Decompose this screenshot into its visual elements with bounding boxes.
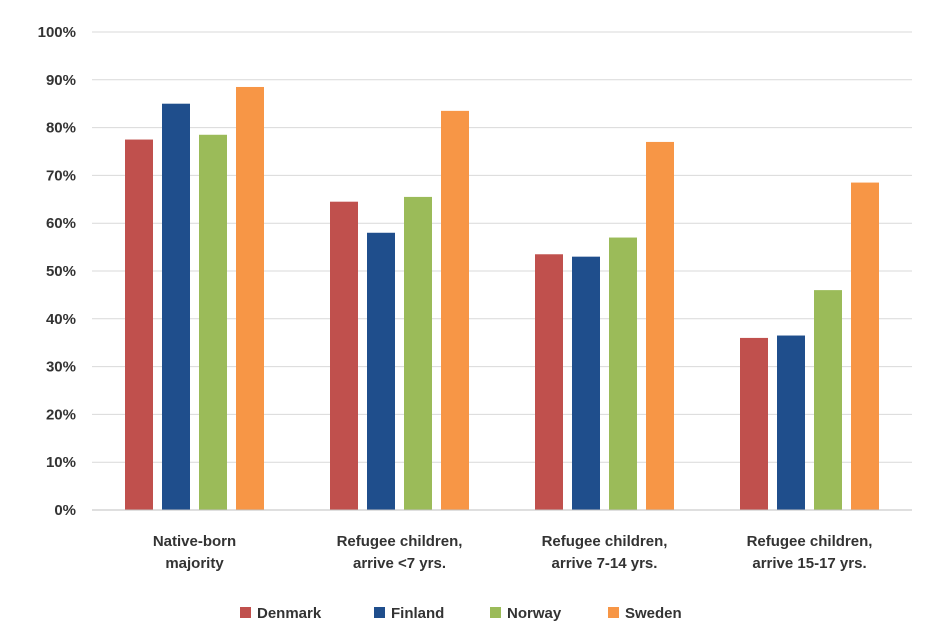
bar-sweden-0 xyxy=(236,86,264,510)
legend: Denmark Finland Norway Sweden xyxy=(240,605,682,622)
y-tick-label: 40% xyxy=(46,311,76,328)
y-tick-label: 0% xyxy=(54,502,76,519)
x-axis-categories: Native-born majority Refugee children, arri… xyxy=(153,533,873,572)
x-category-label: arrive <7 yrs. xyxy=(353,555,446,572)
bars xyxy=(125,86,879,511)
legend-label-norway: Norway xyxy=(507,605,562,622)
y-tick-label: 10% xyxy=(46,454,76,471)
bar-sweden-2 xyxy=(646,141,674,510)
legend-swatch-finland xyxy=(374,607,385,618)
legend-swatch-norway xyxy=(490,607,501,618)
y-tick-label: 100% xyxy=(38,24,76,41)
y-tick-label: 30% xyxy=(46,359,76,376)
bar-sweden-3 xyxy=(851,182,879,510)
legend-swatch-denmark xyxy=(240,607,251,618)
bar-denmark-2 xyxy=(535,254,563,510)
bar-norway-0 xyxy=(199,134,227,510)
y-tick-label: 80% xyxy=(46,120,76,137)
x-category-label: arrive 7-14 yrs. xyxy=(552,555,658,572)
legend-label-finland: Finland xyxy=(391,605,444,622)
bar-finland-0 xyxy=(162,103,190,510)
x-category-label: Refugee children, xyxy=(542,533,668,550)
x-category-label: Native-born xyxy=(153,533,236,550)
x-category-label: Refugee children, xyxy=(747,533,873,550)
bar-sweden-1 xyxy=(441,110,469,511)
legend-swatch-sweden xyxy=(608,607,619,618)
bar-norway-1 xyxy=(404,196,432,510)
bar-finland-1 xyxy=(367,232,395,510)
bar-norway-3 xyxy=(814,290,842,510)
bar-norway-2 xyxy=(609,237,637,511)
gridlines xyxy=(92,31,912,463)
bar-finland-3 xyxy=(777,335,805,510)
y-tick-label: 20% xyxy=(46,406,76,423)
y-tick-label: 60% xyxy=(46,215,76,232)
y-tick-label: 90% xyxy=(46,72,76,89)
y-tick-label: 70% xyxy=(46,167,76,184)
y-tick-label: 50% xyxy=(46,263,76,280)
y-axis-ticks: 0% 10% 20% 30% 40% 50% 60% 70% 80% 90% 100% xyxy=(38,24,76,519)
legend-label-sweden: Sweden xyxy=(625,605,682,622)
bar-denmark-3 xyxy=(740,337,768,510)
bar-finland-2 xyxy=(572,256,600,510)
x-category-label: arrive 15-17 yrs. xyxy=(752,555,866,572)
bar-denmark-1 xyxy=(330,201,358,510)
bar-denmark-0 xyxy=(125,139,153,511)
x-category-label: Refugee children, xyxy=(337,533,463,550)
legend-label-denmark: Denmark xyxy=(257,605,322,622)
x-category-label: majority xyxy=(165,555,224,572)
